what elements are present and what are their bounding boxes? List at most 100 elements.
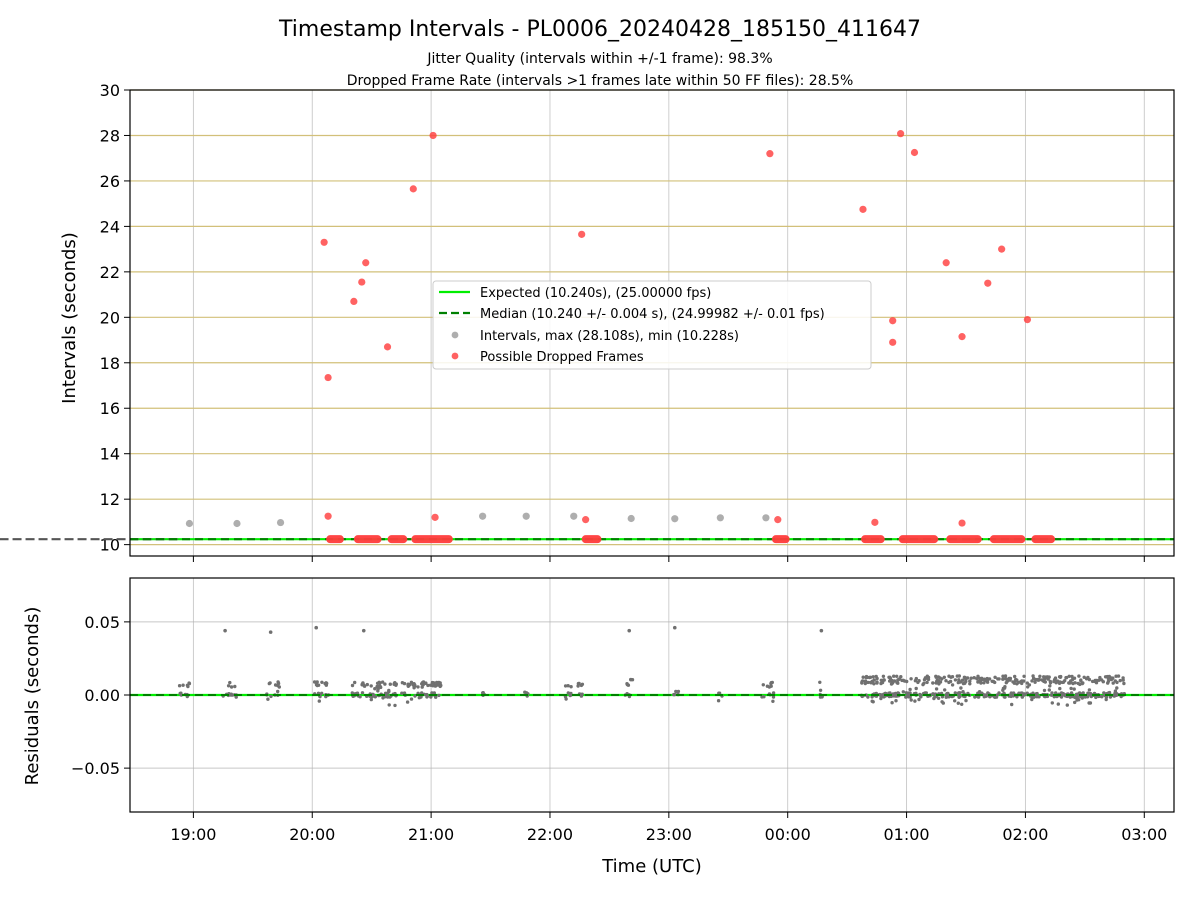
residual-point (1073, 681, 1077, 685)
residual-point (373, 687, 377, 691)
residual-point (953, 678, 958, 682)
residual-point (1020, 681, 1024, 686)
residual-point (276, 680, 280, 684)
dropped-frame-point (859, 205, 867, 213)
legend-box (432, 280, 872, 370)
residual-point (228, 680, 232, 685)
intervals-y-tick-label: 28 (100, 126, 120, 145)
residual-point (968, 679, 972, 683)
residual-point (761, 683, 765, 687)
residual-point (1086, 675, 1090, 680)
residual-point (387, 703, 391, 707)
x-tick-label: 20:00 (289, 825, 335, 844)
residual-point (964, 698, 968, 703)
residual-point (925, 680, 929, 685)
residual-point (770, 680, 774, 685)
residual-point (1014, 677, 1018, 682)
dropped-frame-point (578, 230, 586, 238)
intervals-y-tick-label: 12 (100, 490, 120, 509)
residual-point (424, 681, 428, 685)
residual-point (1049, 693, 1054, 697)
residual-point (1112, 694, 1117, 698)
residual-spike-point (223, 628, 227, 633)
residual-point (625, 682, 629, 686)
residual-point (1069, 691, 1074, 695)
residual-point (861, 675, 865, 679)
dropped-frame-cluster (353, 535, 382, 544)
residual-point (875, 680, 879, 684)
residual-point (1097, 678, 1101, 682)
dropped-frame-point (409, 185, 417, 193)
legend-expected-label: Expected (10.240s), (25.00000 fps) (480, 286, 711, 301)
residual-point (1079, 679, 1083, 683)
dropped-frame-cluster (387, 535, 408, 544)
residual-point (946, 692, 950, 696)
residual-point (1108, 695, 1113, 699)
residual-point (1060, 693, 1065, 697)
residual-point (362, 684, 367, 688)
residual-point (438, 684, 442, 689)
residual-point (1114, 691, 1119, 696)
dropped-frame-point (958, 519, 966, 527)
residual-point (993, 675, 997, 679)
residual-point (1068, 681, 1072, 685)
residual-point (908, 687, 912, 692)
residual-point (1116, 674, 1121, 678)
dropped-frame-point (1023, 315, 1032, 324)
intervals-y-ticks: 10 12 14 16 18 20 22 24 26 28 30 (100, 81, 130, 555)
residual-point (983, 693, 987, 697)
intervals-y-tick-label: 30 (100, 81, 120, 100)
residual-point (983, 678, 988, 683)
interval-point (671, 515, 679, 523)
residual-point (325, 681, 329, 686)
intervals-plot-frame (129, 89, 1175, 557)
dropped-frame-point (942, 259, 950, 267)
residual-point (906, 691, 911, 695)
residual-point (437, 693, 441, 698)
residual-point (383, 682, 387, 686)
residual-point (947, 680, 951, 685)
residual-point (1048, 684, 1052, 688)
residual-point (1033, 680, 1037, 684)
residual-point (1003, 685, 1007, 689)
residual-point (716, 699, 721, 703)
dropped-frame-point (897, 130, 905, 138)
interval-point (185, 519, 194, 528)
legend: Expected (10.240s), (25.00000 fps) Media… (432, 280, 872, 370)
residual-point (1098, 675, 1102, 680)
residual-point (1067, 674, 1071, 678)
residual-point (870, 699, 874, 703)
residual-point (922, 678, 927, 682)
residual-point (950, 683, 955, 687)
residual-point (960, 678, 965, 682)
residual-point (917, 697, 921, 702)
dropped-frame-point (324, 373, 332, 382)
dropped-frame-point (871, 518, 879, 526)
residual-point (1003, 674, 1008, 678)
residual-point (1070, 674, 1074, 679)
x-tick-label: 19:00 (170, 825, 216, 844)
residual-point (1042, 688, 1047, 693)
residual-point (1054, 681, 1058, 685)
dropped-frame-cluster (860, 535, 885, 544)
interval-point (233, 519, 241, 528)
residual-point (377, 680, 381, 684)
residual-point (977, 690, 982, 694)
residual-point (1054, 691, 1058, 695)
residual-point (387, 689, 391, 694)
residual-point (934, 675, 938, 679)
residual-point (882, 678, 886, 682)
residual-point (771, 699, 775, 703)
intervals-y-tick-label: 22 (100, 263, 120, 282)
residual-point (434, 695, 438, 699)
residual-point (177, 684, 182, 688)
residual-point (1118, 678, 1122, 683)
residuals-y-tick-label: 0.05 (84, 613, 120, 632)
residual-point (949, 675, 953, 679)
residual-point (867, 675, 872, 680)
intervals-y-tick-label: 26 (100, 172, 120, 191)
dropped-frame-cluster (581, 535, 602, 544)
residual-point (425, 694, 429, 699)
residual-point (369, 684, 373, 688)
residual-point (1008, 676, 1013, 681)
